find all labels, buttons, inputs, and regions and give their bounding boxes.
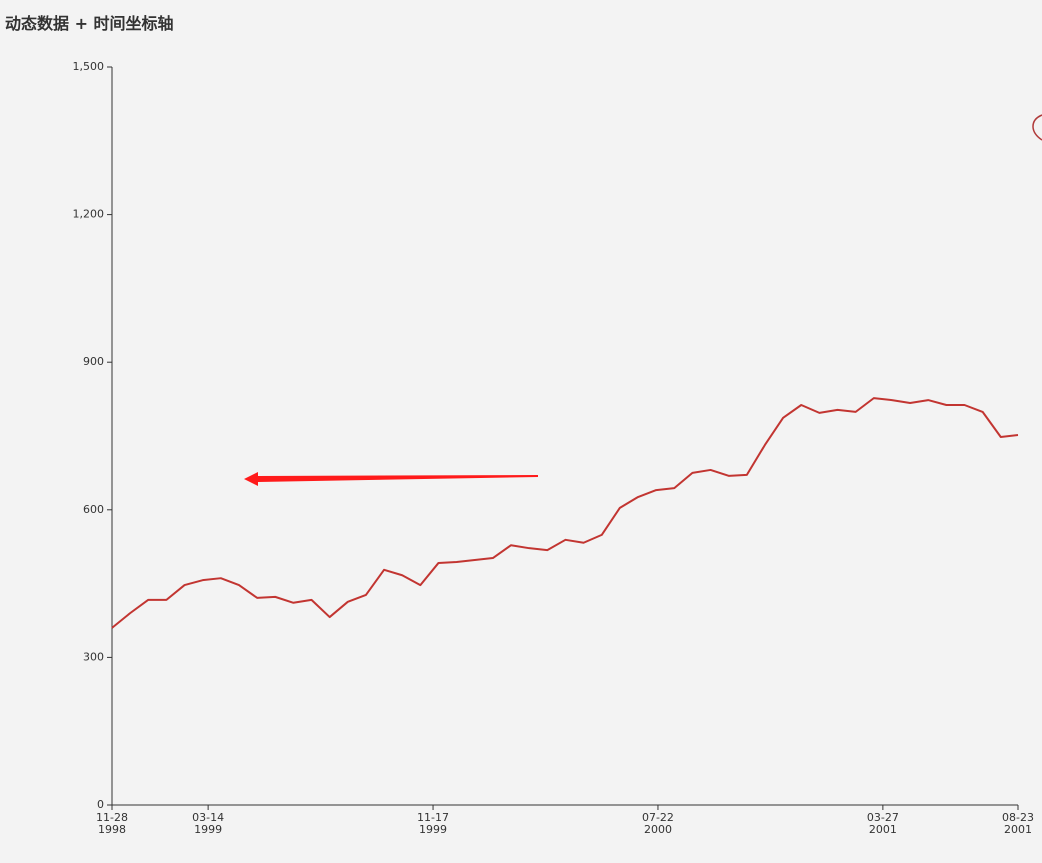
x-tick-label: 08-23 2001	[1002, 811, 1034, 836]
x-tick-label: 03-27 2001	[866, 811, 899, 836]
x-tick-label: 11-28 1998	[96, 811, 128, 836]
y-tick-label: 600	[83, 503, 104, 516]
y-tick-label: 1,200	[73, 208, 105, 221]
x-tick-label: 03-14 1999	[192, 811, 225, 836]
y-tick-label: 300	[83, 650, 104, 663]
y-tick-label: 0	[97, 798, 104, 811]
toolbox-icon[interactable]	[1032, 114, 1042, 141]
arrow-annotation	[244, 472, 538, 486]
x-tick-label: 11-17 1999	[417, 811, 450, 836]
y-tick-label: 1,500	[73, 60, 105, 73]
line-series	[111, 397, 1019, 629]
chart-title: 动态数据 + 时间坐标轴	[5, 14, 174, 33]
x-tick-label: 07-22 2000	[641, 811, 674, 836]
arrow	[244, 472, 538, 486]
y-tick-label: 900	[83, 355, 104, 368]
